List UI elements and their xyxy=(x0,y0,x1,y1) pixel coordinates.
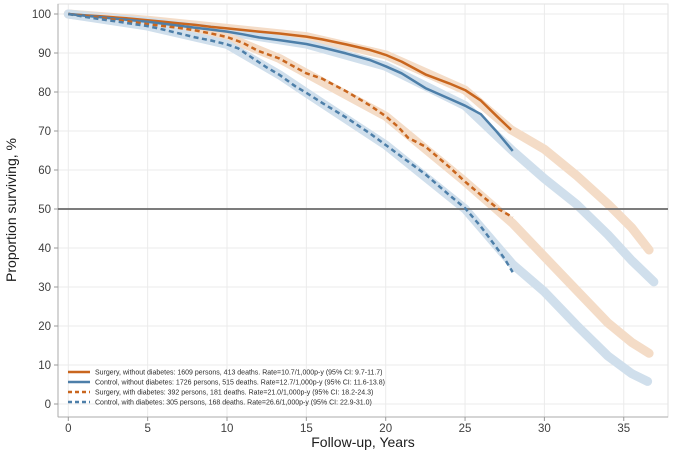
y-tick-label-80: 80 xyxy=(38,87,51,99)
legend-label-control-with-diabetes: Control, with diabetes: 305 persons, 168… xyxy=(95,400,372,407)
x-axis-title: Follow-up, Years xyxy=(311,434,415,450)
x-tick-label-25: 25 xyxy=(459,423,472,435)
survival-curve-control-with-diabetes xyxy=(68,12,514,273)
y-tick-label-60: 60 xyxy=(38,165,51,177)
y-axis-title: Proportion surviving, % xyxy=(3,138,19,282)
extrapolation-band-control-without-diabetes xyxy=(63,9,659,287)
survival-curve-surgery-without-diabetes xyxy=(68,12,512,131)
legend-label-surgery-with-diabetes: Surgery, with diabetes: 392 persons, 181… xyxy=(95,390,373,397)
y-tick-label-50: 50 xyxy=(38,204,51,216)
y-tick-label-100: 100 xyxy=(32,9,51,21)
axis-ticks-layer: 0 5 10 15 20 25 30 35 0 10 20 30 40 50 60 70 80 90 100 xyxy=(32,9,630,435)
survival-curve-control-without-diabetes xyxy=(68,12,514,152)
x-tick-label-35: 35 xyxy=(617,423,630,435)
plot-frame-layer xyxy=(57,3,669,418)
extrapolation-band-surgery-with-diabetes xyxy=(63,9,654,358)
y-tick-label-40: 40 xyxy=(38,243,51,255)
x-tick-label-10: 10 xyxy=(221,423,234,435)
legend: Surgery, without diabetes: 1609 persons,… xyxy=(68,370,385,407)
y-tick-label-20: 20 xyxy=(38,321,51,333)
survival-curve-surgery-with-diabetes xyxy=(68,12,514,219)
legend-label-control-without-diabetes: Control, without diabetes: 1726 persons,… xyxy=(95,380,385,387)
y-tick-label-10: 10 xyxy=(38,360,51,372)
x-tick-label-0: 0 xyxy=(65,423,71,435)
x-tick-label-20: 20 xyxy=(379,423,392,435)
y-tick-label-70: 70 xyxy=(38,126,51,138)
y-tick-label-90: 90 xyxy=(38,48,51,60)
x-tick-label-30: 30 xyxy=(538,423,551,435)
x-tick-label-5: 5 xyxy=(144,423,150,435)
legend-label-surgery-without-diabetes: Surgery, without diabetes: 1609 persons,… xyxy=(95,370,383,377)
y-tick-label-30: 30 xyxy=(38,282,51,294)
survival-curves-layer xyxy=(68,12,514,273)
x-tick-label-15: 15 xyxy=(300,423,313,435)
y-tick-label-0: 0 xyxy=(45,399,51,411)
